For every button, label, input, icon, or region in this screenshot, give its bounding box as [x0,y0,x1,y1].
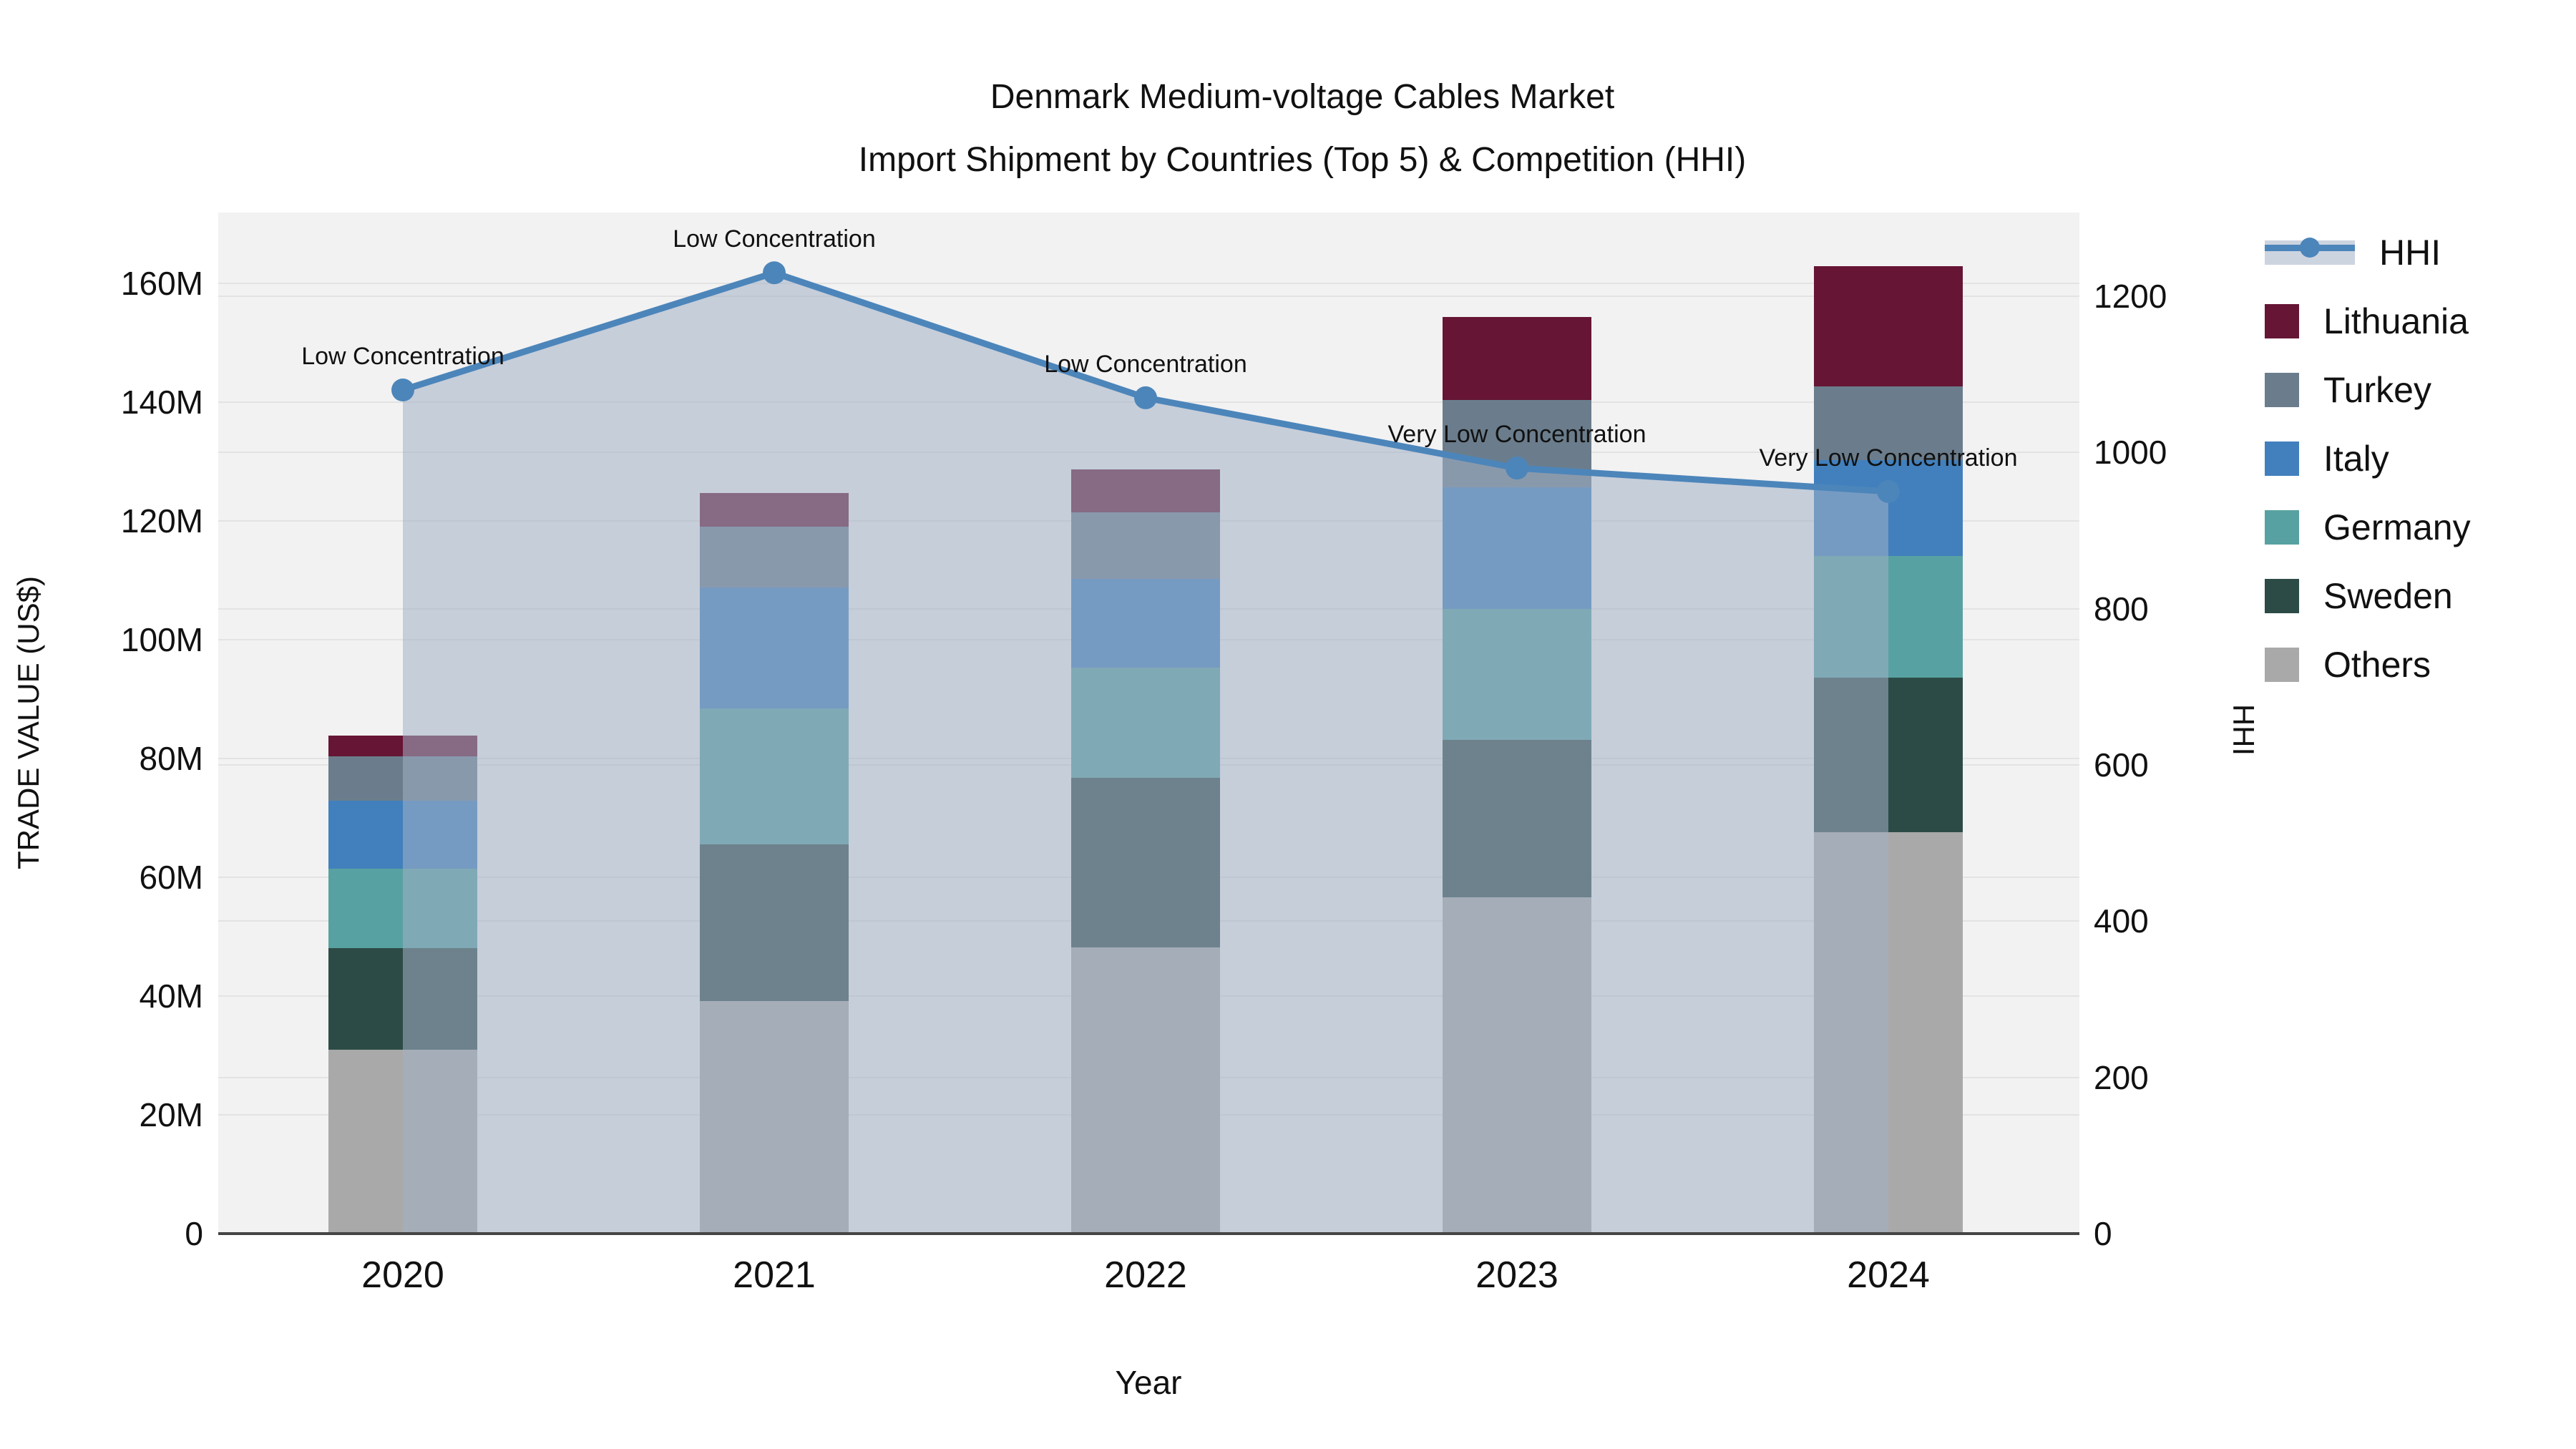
legend-label-hhi: HHI [2379,233,2441,273]
legend-label-turkey: Turkey [2323,370,2431,410]
y-right-tick-0: 0 [2094,1215,2112,1252]
y-left-axis-title: TRADE VALUE (US$) [11,576,45,869]
y-right-tick-600: 600 [2094,746,2149,784]
x-tick-2023: 2023 [1475,1254,1558,1296]
x-tick-2020: 2020 [361,1254,444,1296]
legend-item-lithuania[interactable]: Lithuania [2265,298,2471,345]
y-right-tick-400: 400 [2094,902,2149,940]
x-axis-line [218,1232,2079,1235]
legend-item-turkey[interactable]: Turkey [2265,366,2471,414]
x-tick-2022: 2022 [1104,1254,1187,1296]
y-left-tick-40M: 40M [139,977,203,1015]
y-right-axis-title: HHI [2227,703,2260,756]
hhi-line-layer [391,261,1900,1234]
hhi-swatch-marker [2300,238,2320,258]
y-left-tick-140M: 140M [120,384,203,421]
x-axis-title: Year [1115,1364,1182,1401]
legend-swatch-germany-icon [2265,510,2299,545]
legend-label-others: Others [2323,645,2431,685]
plot-area: Low Concentration Low Concentration Low Co… [218,213,2079,1235]
bar-segment-turkey-2024[interactable] [1814,386,1963,461]
gridline-right-1200 [218,296,2079,297]
y-left-tick-100M: 100M [120,621,203,658]
hhi-point-2022[interactable] [1134,386,1157,409]
y-right-tick-1000: 1000 [2094,434,2167,472]
chart-title-line2: Import Shipment by Countries (Top 5) & C… [858,141,1747,179]
annotation-2020: Low Concentration [301,343,504,370]
x-tick-2024: 2024 [1847,1254,1930,1296]
annotation-2021: Low Concentration [673,225,876,253]
y-left-tick-60M: 60M [139,859,203,896]
y-right-tick-1200: 1200 [2094,278,2167,315]
legend-swatch-lithuania-icon [2265,304,2299,338]
y-left-tick-160M: 160M [120,265,203,302]
legend-swatch-italy-icon [2265,441,2299,476]
hhi-line-swatch-icon [2265,238,2355,265]
legend-swatch-sweden-icon [2265,579,2299,613]
hhi-point-2023[interactable] [1506,457,1528,480]
hhi-point-2020[interactable] [391,379,414,401]
x-tick-2021: 2021 [733,1254,816,1296]
legend-item-hhi[interactable]: HHI [2265,229,2471,276]
hhi-point-2024[interactable] [1877,479,1900,503]
hhi-point-2021[interactable] [763,261,786,285]
legend-swatch-turkey-icon [2265,373,2299,407]
annotation-2023: Very Low Concentration [1387,421,1646,449]
legend-item-sweden[interactable]: Sweden [2265,572,2471,620]
y-left-tick-0: 0 [185,1215,203,1252]
y-right-tick-200: 200 [2094,1058,2149,1096]
legend-label-lithuania: Lithuania [2323,301,2469,341]
legend-swatch-others-icon [2265,648,2299,682]
chart-title-line1: Denmark Medium-voltage Cables Market [990,78,1615,116]
y-left-tick-120M: 120M [120,502,203,540]
chart-title: Denmark Medium-voltage Cables Market Imp… [0,66,2576,192]
gridline-left-160 [218,283,2079,284]
hhi-area-fill [403,273,1888,1234]
legend: HHI Lithuania Turkey Italy Germany Sweden Othe… [2265,229,2471,688]
legend-label-italy: Italy [2323,439,2389,479]
annotation-2024: Very Low Concentration [1759,444,2018,472]
bar-segment-lithuania-2023[interactable] [1443,317,1591,400]
legend-label-sweden: Sweden [2323,576,2453,616]
y-left-tick-80M: 80M [139,740,203,777]
annotation-2022: Low Concentration [1044,350,1247,378]
y-left-tick-20M: 20M [139,1096,203,1133]
bar-segment-lithuania-2024[interactable] [1814,265,1963,386]
y-right-tick-800: 800 [2094,590,2149,628]
legend-item-others[interactable]: Others [2265,641,2471,688]
legend-item-italy[interactable]: Italy [2265,435,2471,482]
legend-item-germany[interactable]: Germany [2265,504,2471,551]
legend-label-germany: Germany [2323,507,2471,547]
